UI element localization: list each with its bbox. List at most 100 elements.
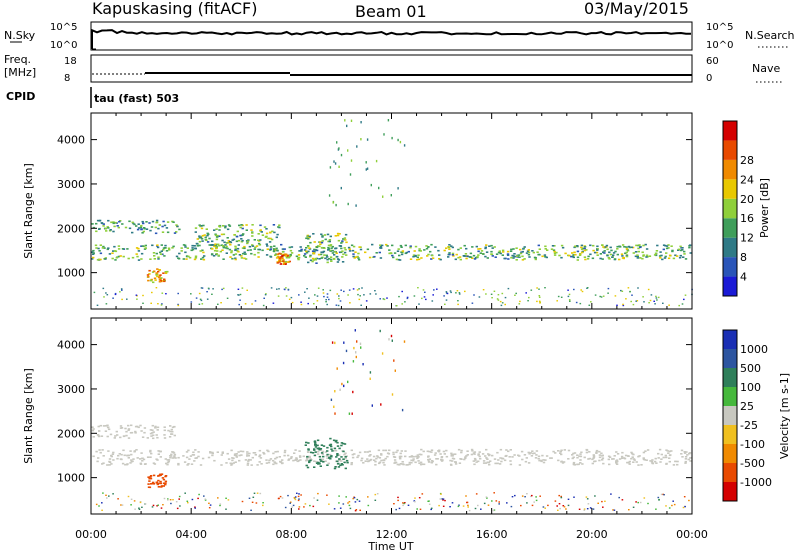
echo-cell <box>218 226 222 228</box>
echo-cell <box>329 453 332 456</box>
noise-cell <box>253 492 256 494</box>
noise-cell <box>449 290 452 292</box>
echo-cell <box>351 249 355 252</box>
echo-cell <box>641 251 644 254</box>
echo-cell <box>218 229 221 231</box>
echo-cell <box>116 225 119 227</box>
echo-cell <box>339 245 343 247</box>
echo-cell <box>634 255 638 258</box>
echo-cell <box>277 226 280 228</box>
echo-cell <box>454 461 457 463</box>
echo-cell <box>118 220 121 223</box>
echo-cell <box>579 459 582 461</box>
echo-cell <box>235 454 238 457</box>
echo-cell <box>660 458 663 460</box>
echo-cell <box>259 229 262 231</box>
echo-cell <box>326 261 329 264</box>
echo-cell <box>283 454 286 457</box>
echo-cell <box>334 235 337 237</box>
echo-cell <box>272 250 276 252</box>
noise-cell <box>219 503 222 505</box>
echo-cell <box>240 224 243 226</box>
echo-cell <box>665 449 668 451</box>
noise-cell <box>336 293 339 295</box>
echo-cell <box>201 249 204 252</box>
echo-cell <box>258 244 262 246</box>
echo-cell <box>333 254 336 256</box>
colorbar-swatch <box>723 387 737 406</box>
echo-cell <box>127 429 130 431</box>
echo-cell <box>615 463 619 465</box>
noise-cell <box>338 297 340 300</box>
echo-cell <box>324 257 327 260</box>
echo-cell <box>308 247 311 249</box>
echo-cell <box>422 463 426 466</box>
echo-cell <box>414 254 417 257</box>
echo-cell <box>300 248 303 251</box>
noise-cell <box>191 498 194 501</box>
echo-cell <box>117 226 120 229</box>
echo-cell <box>284 260 287 263</box>
echo-cell <box>592 454 595 456</box>
echo-cell <box>417 254 420 256</box>
echo-cell <box>261 234 265 236</box>
echo-cell <box>675 255 679 257</box>
y-tick-label: 1000 <box>57 267 85 280</box>
echo-cell <box>399 457 402 460</box>
noise-cell <box>298 508 300 510</box>
echo-cell <box>490 244 493 247</box>
echo-cell <box>156 436 159 439</box>
noise-cell <box>475 493 478 495</box>
echo-cell <box>155 458 158 460</box>
noise-cell <box>150 302 152 304</box>
noise-cell <box>425 298 427 301</box>
echo-cell <box>396 250 400 252</box>
echo-cell <box>230 464 233 466</box>
echo-cell <box>553 254 557 256</box>
echo-cell <box>352 253 355 255</box>
echo-cell <box>131 221 134 224</box>
echo-cell <box>596 249 599 251</box>
noise-cell <box>172 499 174 501</box>
echo-cell <box>405 464 408 466</box>
noise-cell <box>347 380 349 384</box>
echo-cell <box>198 224 201 226</box>
noise-cell <box>212 288 214 290</box>
echo-cell <box>101 247 105 249</box>
echo-cell <box>473 457 477 460</box>
noise-cell <box>480 508 482 510</box>
echo-cell <box>396 449 399 452</box>
echo-cell <box>309 259 313 262</box>
echo-cell <box>295 457 298 459</box>
echo-cell <box>285 253 288 256</box>
echo-cell <box>215 236 219 238</box>
noise-cell <box>440 493 442 495</box>
echo-cell <box>628 463 631 465</box>
noise-cell <box>439 498 442 500</box>
echo-cell <box>157 486 161 488</box>
noise-cell <box>363 294 365 296</box>
echo-cell <box>309 254 312 257</box>
echo-cell <box>368 450 371 453</box>
echo-cell <box>383 464 386 466</box>
echo-cell <box>269 231 272 234</box>
noise-cell <box>251 303 253 305</box>
echo-cell <box>440 459 443 461</box>
echo-cell <box>391 244 394 247</box>
noise-cell <box>601 500 603 503</box>
echo-cell <box>269 249 272 251</box>
echo-cell <box>218 235 221 237</box>
echo-cell <box>601 459 604 461</box>
x-tick-label: 16:00 <box>476 528 508 541</box>
echo-cell <box>522 247 525 250</box>
noise-cell <box>471 302 474 304</box>
noise-cell <box>317 287 320 289</box>
noise-cell <box>443 295 445 297</box>
echo-cell <box>585 451 589 454</box>
noise-cell <box>141 506 143 508</box>
echo-cell <box>158 275 161 277</box>
noise-cell <box>198 303 201 305</box>
echo-cell <box>197 455 200 458</box>
noise-cell <box>382 298 385 300</box>
